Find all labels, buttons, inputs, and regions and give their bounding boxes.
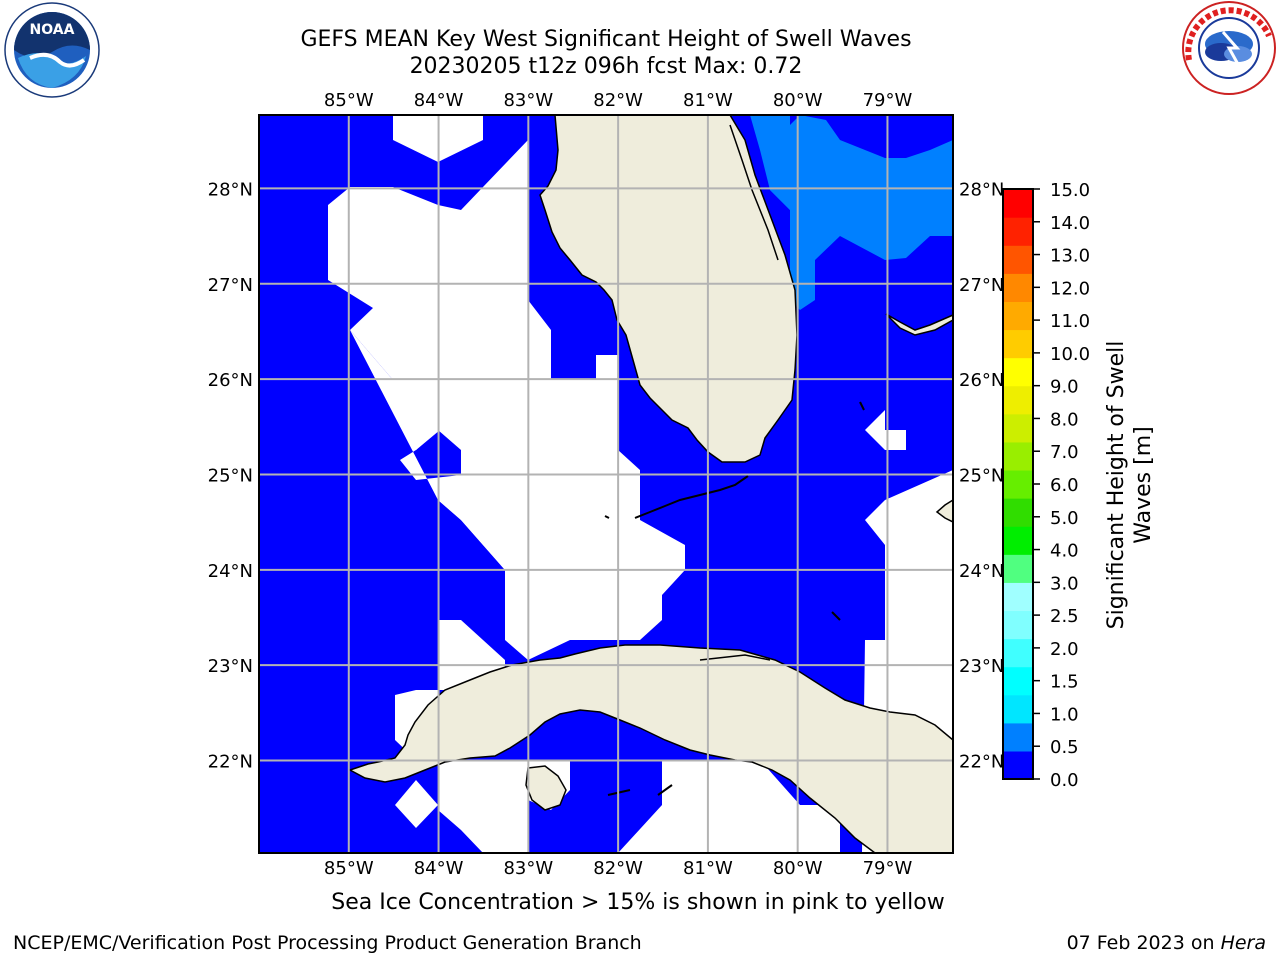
lat-right-label: 25°N — [959, 465, 1004, 486]
lat-left-label: 26°N — [208, 370, 253, 391]
lon-top-label: 85°W — [324, 90, 374, 111]
lon-labels-bottom: 85°W 84°W 83°W 82°W 81°W 80°W 79°W — [324, 858, 913, 879]
colorbar-segment — [1003, 441, 1033, 471]
colorbar-tick-label: 1.5 — [1050, 672, 1079, 693]
colorbar-tick-label: 2.5 — [1050, 606, 1079, 627]
colorbar-tick-label: 12.0 — [1050, 278, 1090, 299]
chart-title: GEFS MEAN Key West Significant Height of… — [300, 27, 912, 52]
lon-top-label: 84°W — [414, 90, 464, 111]
colorbar-label: Significant Height of Swell Waves [m] — [1104, 340, 1156, 630]
lat-right-label: 23°N — [959, 656, 1004, 677]
colorbar-tick-label: 11.0 — [1050, 311, 1090, 332]
sea-ice-note: Sea Ice Concentration > 15% is shown in … — [331, 890, 945, 915]
lon-bottom-label: 79°W — [863, 858, 913, 879]
colorbar-segment — [1003, 666, 1033, 696]
machine-name: Hera — [1220, 932, 1266, 954]
colorbar-tick-label: 1.0 — [1050, 704, 1079, 725]
date-stamp: 07 Feb 2023 on Hera — [1067, 932, 1266, 954]
lat-right-label: 24°N — [959, 561, 1004, 582]
lat-left-label: 23°N — [208, 656, 253, 677]
colorbar-tick-label: 4.0 — [1050, 541, 1079, 562]
colorbar-segment — [1003, 189, 1033, 218]
colorbar-tick-label: 6.0 — [1050, 475, 1079, 496]
colorbar-segment — [1003, 722, 1033, 752]
colorbar-ticks: 0.0 0.5 1.0 1.5 2.0 2.5 3.0 4.0 5.0 6.0 7.0 8.0 9.0 1… — [1033, 180, 1090, 791]
branch-credit: NCEP/EMC/Verification Post Processing Pr… — [13, 932, 642, 954]
nws-logo — [1182, 1, 1276, 95]
colorbar-segment — [1003, 638, 1033, 668]
colorbar-tick-label: 8.0 — [1050, 409, 1079, 430]
lon-bottom-label: 80°W — [773, 858, 823, 879]
colorbar-tick-label: 14.0 — [1050, 213, 1090, 234]
lat-left-label: 28°N — [208, 179, 253, 200]
colorbar-segment — [1003, 329, 1033, 359]
florida-keys — [634, 475, 749, 519]
grand-bahama — [885, 313, 953, 336]
colorbar-segment — [1003, 469, 1033, 499]
lon-top-label: 82°W — [593, 90, 643, 111]
lat-right-label: 26°N — [959, 370, 1004, 391]
colorbar-segment — [1003, 301, 1033, 331]
colorbar-tick-label: 0.5 — [1050, 737, 1079, 758]
colorbar-segment — [1003, 694, 1033, 724]
lat-labels-right: 28°N 27°N 26°N 25°N 24°N 23°N 22°N — [959, 179, 1004, 772]
colorbar-segment — [1003, 385, 1033, 415]
lat-right-label: 28°N — [959, 179, 1004, 200]
lon-bottom-label: 85°W — [324, 858, 374, 879]
lon-bottom-label: 81°W — [683, 858, 733, 879]
lon-top-label: 81°W — [683, 90, 733, 111]
noaa-logo: NOAA — [4, 2, 100, 98]
colorbar-tick-label: 2.0 — [1050, 639, 1079, 660]
colorbar-tick-label: 3.0 — [1050, 573, 1079, 594]
colorbar-tick-label: 10.0 — [1050, 344, 1090, 365]
lon-top-label: 79°W — [863, 90, 913, 111]
lat-left-label: 25°N — [208, 465, 253, 486]
lon-labels-top: 85°W 84°W 83°W 82°W 81°W 80°W 79°W — [324, 90, 913, 111]
colorbar-segment — [1003, 526, 1033, 555]
colorbar-tick-label: 7.0 — [1050, 442, 1079, 463]
lon-bottom-label: 84°W — [414, 858, 464, 879]
lat-right-label: 22°N — [959, 752, 1004, 773]
swell-field-mid — [750, 115, 953, 310]
andros — [935, 499, 953, 523]
lat-labels-left: 28°N 27°N 26°N 25°N 24°N 23°N 22°N — [208, 179, 253, 772]
chart-subtitle: 20230205 t12z 096h fcst Max: 0.72 — [409, 54, 803, 79]
colorbar-tick-label: 5.0 — [1050, 508, 1079, 529]
gridlines — [259, 115, 953, 853]
lat-right-label: 27°N — [959, 275, 1004, 296]
colorbar-segment — [1003, 357, 1033, 387]
lon-top-label: 83°W — [503, 90, 553, 111]
colorbar-segment — [1003, 554, 1033, 583]
colorbar — [1003, 189, 1033, 780]
colorbar-segment — [1003, 217, 1033, 246]
colorbar-tick-label: 0.0 — [1050, 770, 1079, 791]
date-text: 07 Feb 2023 on — [1066, 932, 1221, 954]
colorbar-tick-label: 13.0 — [1050, 246, 1090, 267]
lat-left-label: 22°N — [208, 752, 253, 773]
map-frame — [258, 114, 954, 854]
lon-bottom-label: 82°W — [593, 858, 643, 879]
colorbar-segment — [1003, 273, 1033, 302]
map-area — [259, 115, 953, 853]
florida-land — [539, 115, 798, 463]
colorbar-segment — [1003, 750, 1033, 780]
svg-text:NOAA: NOAA — [30, 22, 75, 38]
cuba-land — [348, 644, 953, 853]
lon-top-label: 80°W — [773, 90, 823, 111]
colorbar-segment — [1003, 498, 1033, 527]
lon-bottom-label: 83°W — [503, 858, 553, 879]
colorbar-tick-label: 15.0 — [1050, 180, 1090, 201]
lat-left-label: 27°N — [208, 275, 253, 296]
colorbar-tick-label: 9.0 — [1050, 377, 1079, 398]
colorbar-segment — [1003, 245, 1033, 274]
colorbar-segment — [1003, 610, 1033, 640]
lat-left-label: 24°N — [208, 561, 253, 582]
colorbar-segment — [1003, 413, 1033, 443]
colorbar-segment — [1003, 582, 1033, 612]
